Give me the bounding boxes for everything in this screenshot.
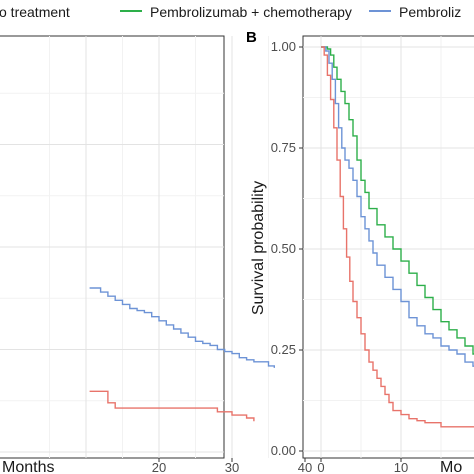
panel-b-grid [303,36,474,458]
legend-label-no-treatment: o treatment [0,4,70,20]
panel-b-y-tick-label: 0.25 [271,342,296,357]
panel-b-y-tick-label: 1.00 [271,39,296,54]
panel-a-x-tick-label: 30 [225,460,239,474]
panel-b-x-tick-label: 10 [394,460,408,474]
panel-a-series [89,287,275,422]
panel-b-y-axis-label: Survival probability [250,181,267,315]
panel-b-tag: B [246,29,257,46]
panel-a-km-curve-2 [89,390,255,422]
legend-label-pembro: Pembroliz [399,4,461,20]
panel-a-x-axis-label: Months [2,459,54,474]
panel-b-km-curve-2 [321,46,474,367]
panel-b-km-curve-3 [321,46,474,428]
panel-a-ticks: 20 30 40 [152,458,312,474]
panel-b-y-tick-label: 0.50 [271,241,296,256]
panel-b-x-axis-label: Mo [440,459,462,474]
legend-label-pembro-chemo: Pembrolizumab + chemotherapy [150,4,352,20]
panel-b-x-tick-label: 0 [317,460,324,474]
panel-b-series [321,46,474,428]
panel-b-y-tick-label: 0.00 [271,443,296,458]
panel-b-frame [302,35,474,459]
panel-a-x-tick-label: 20 [152,460,166,474]
legend: o treatment Pembrolizumab + chemotherapy… [0,4,461,20]
panel-a-x-tick-label: 40 [298,460,312,474]
panel-b-km-curve-1 [321,46,474,355]
panel-a-km-curve-1 [89,287,275,368]
panel-a: 20 30 40 Months [0,35,312,474]
panel-b-y-tick-label: 0.75 [271,140,296,155]
panel-b: B 1.000.750.500.250.000102 Survival prob… [246,29,474,474]
panel-b-ticks: 1.000.750.500.250.000102 [271,39,409,474]
